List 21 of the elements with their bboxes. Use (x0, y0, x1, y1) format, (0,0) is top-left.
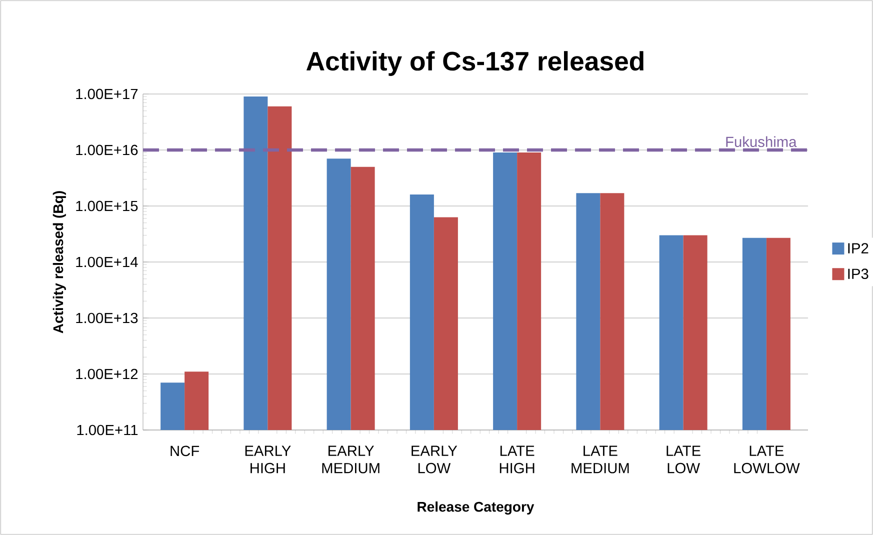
y-tick-label: 1.00E+14 (76, 256, 138, 268)
x-axis-title: Release Category (418, 501, 534, 515)
chart-title: Activity of Cs-137 released (306, 51, 644, 76)
x-tick-label: LATE HIGH (500, 446, 534, 474)
x-tick-label: EARLY MEDIUM (322, 446, 380, 474)
x-tick-label: EARLY HIGH (245, 446, 291, 474)
y-tick-label: 1.00E+13 (76, 312, 138, 324)
x-tick-label: LATE LOWLOW (734, 446, 800, 474)
ref-line-label: Fukushima (726, 136, 797, 148)
x-tick-label: LATE LOW (666, 446, 700, 474)
legend-label: IP2 (848, 243, 868, 254)
y-axis-title: Activity released (Bq) (52, 191, 66, 334)
y-tick-label: 1.00E+12 (76, 368, 138, 380)
x-tick-label: LATE MEDIUM (572, 446, 629, 474)
y-tick-label: 1.00E+17 (76, 88, 138, 100)
y-tick-label: 1.00E+11 (77, 424, 138, 436)
legend-label: IP3 (848, 268, 868, 280)
x-tick-label: NCF (170, 446, 200, 456)
y-tick-label: 1.00E+15 (76, 200, 138, 212)
x-tick-label: EARLY LOW (412, 446, 458, 474)
y-tick-label: 1.00E+16 (76, 144, 138, 156)
